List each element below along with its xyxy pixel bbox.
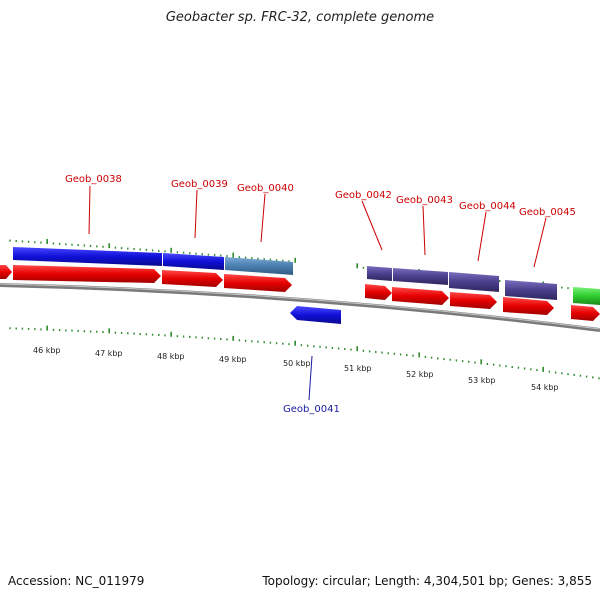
cds-arrow[interactable] bbox=[224, 274, 292, 292]
gene-block-geob-0039[interactable] bbox=[163, 253, 224, 270]
gene-block-next[interactable] bbox=[573, 287, 600, 305]
gene-label-geob-0045[interactable]: Geob_0045 bbox=[519, 207, 576, 218]
gene-label-geob-0042[interactable]: Geob_0042 bbox=[335, 190, 392, 201]
tick-label-52kbp: 52 kbp bbox=[406, 370, 434, 379]
tick-label-50kbp: 50 kbp bbox=[283, 359, 311, 368]
gene-block-geob-0038[interactable] bbox=[13, 247, 162, 266]
tick-label-48kbp: 48 kbp bbox=[157, 352, 185, 361]
tick-label-49kbp: 49 kbp bbox=[219, 355, 247, 364]
accession-text: Accession: NC_011979 bbox=[8, 574, 145, 588]
genome-backbone bbox=[0, 283, 600, 332]
leader-geob-0045 bbox=[533, 217, 547, 268]
cds-arrow[interactable] bbox=[13, 265, 161, 283]
leader-geob-0038 bbox=[88, 185, 91, 235]
gene-label-geob-0044[interactable]: Geob_0044 bbox=[459, 201, 516, 212]
cds-arrow-reverse-geob-0041[interactable] bbox=[290, 306, 341, 324]
leader-geob-0039 bbox=[194, 189, 198, 239]
gene-label-geob-0039[interactable]: Geob_0039 bbox=[171, 179, 228, 190]
leader-geob-0041 bbox=[308, 355, 313, 401]
gene-label-geob-0043[interactable]: Geob_0043 bbox=[396, 195, 453, 206]
gene-block-geob-0044[interactable] bbox=[449, 272, 499, 292]
gene-label-geob-0040[interactable]: Geob_0040 bbox=[237, 183, 294, 194]
cds-arrow[interactable] bbox=[162, 270, 223, 287]
gene-block-geob-0042[interactable] bbox=[367, 266, 392, 281]
leader-geob-0040 bbox=[260, 193, 266, 243]
gene-block-geob-0040[interactable] bbox=[225, 257, 293, 275]
cds-arrow[interactable] bbox=[571, 305, 600, 321]
upper-gene-track bbox=[13, 247, 600, 305]
gene-label-geob-0038[interactable]: Geob_0038 bbox=[65, 174, 122, 185]
genome-backbone-highlight bbox=[0, 283, 600, 330]
leader-geob-0043 bbox=[422, 205, 426, 256]
cds-arrow[interactable] bbox=[503, 297, 554, 315]
forward-cds-track bbox=[0, 265, 600, 321]
cds-arrow[interactable] bbox=[450, 292, 497, 309]
genome-title: Geobacter sp. FRC-32, complete genome bbox=[165, 10, 435, 25]
leader-geob-0042 bbox=[361, 200, 383, 251]
gene-block-geob-0043[interactable] bbox=[393, 268, 448, 285]
gene-block-geob-0045[interactable] bbox=[505, 280, 557, 300]
leader-geob-0044 bbox=[477, 211, 487, 262]
cds-arrow[interactable] bbox=[0, 265, 12, 279]
lower-tick-track bbox=[9, 325, 600, 380]
tick-label-51kbp: 51 kbp bbox=[344, 364, 372, 373]
tick-label-47kbp: 47 kbp bbox=[95, 349, 123, 358]
cds-arrow[interactable] bbox=[365, 284, 392, 300]
cds-arrow[interactable] bbox=[392, 287, 449, 305]
genome-summary-text: Topology: circular; Length: 4,304,501 bp… bbox=[262, 574, 592, 588]
label-leaders bbox=[88, 185, 547, 401]
tick-label-46kbp: 46 kbp bbox=[33, 346, 61, 355]
tick-label-53kbp: 53 kbp bbox=[468, 376, 496, 385]
gene-label-geob-0041[interactable]: Geob_0041 bbox=[283, 404, 340, 415]
tick-label-54kbp: 54 kbp bbox=[531, 383, 559, 392]
